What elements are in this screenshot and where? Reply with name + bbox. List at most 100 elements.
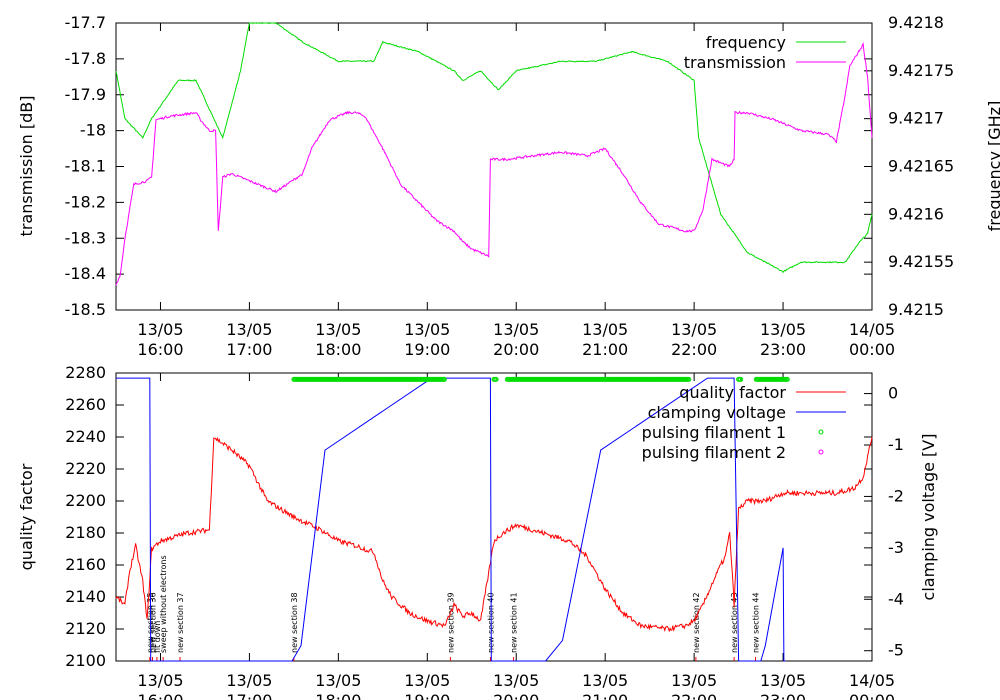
bottom-y2-ticks: 0 -1 -2 -3 -4 -5 (864, 384, 904, 660)
annotation-label: new section 43 (730, 592, 739, 653)
y-tick-label: 2220 (65, 459, 106, 478)
y2-tick-label: 9.42155 (888, 252, 954, 271)
top-chart: -17.7 -17.8 -17.9 -18 -18.1 -18.2 -18.3 -18.4 -1… (17, 13, 1000, 359)
y-tick-label: 2140 (65, 587, 106, 606)
annotation-label: new section 38 (290, 592, 299, 653)
filament-marker (686, 376, 692, 382)
x-tick-time-label: 21:00 (582, 691, 628, 700)
top-y-axis-label: transmission [dB] (17, 96, 36, 237)
x-tick-date-label: 13/05 (582, 320, 628, 339)
annotation-label: new section 44 (751, 592, 760, 653)
x-tick-date-label: 13/05 (315, 671, 361, 690)
y-tick-label: 2120 (65, 619, 106, 638)
bottom-y-axis-label: quality factor (17, 463, 36, 570)
y-tick-label: -18.3 (65, 228, 106, 247)
x-tick-date-label: 13/05 (404, 320, 450, 339)
x-tick-date-label: 14/05 (849, 671, 895, 690)
x-tick-date-label: 13/05 (760, 320, 806, 339)
x-tick-time-label: 17:00 (226, 691, 272, 700)
top-y2-axis-label: frequency [GHz] (985, 101, 1000, 232)
y2-tick-label: 9.4217 (888, 109, 944, 128)
x-tick-date-label: 13/05 (404, 671, 450, 690)
quality-factor-series (115, 436, 873, 633)
y-tick-label: -18.4 (65, 264, 106, 283)
x-tick-date-label: 13/05 (493, 320, 539, 339)
y-tick-label: 2160 (65, 555, 106, 574)
x-tick-time-label: 18:00 (315, 340, 361, 359)
y-tick-label: -18.2 (65, 192, 106, 211)
y2-tick-label: 9.4218 (888, 13, 944, 32)
legend-pulsing-filament-2-label: pulsing filament 2 (642, 443, 786, 462)
bottom-x-ticks: 13/0516:0013/0517:0013/0518:0013/0519:00… (137, 373, 895, 700)
x-tick-time-label: 20:00 (493, 691, 539, 700)
x-tick-time-label: 16:00 (137, 691, 183, 700)
bottom-series-group (115, 376, 873, 662)
y-tick-label: 2280 (65, 363, 106, 382)
top-y2-ticks: 9.4218 9.42175 9.4217 9.42165 9.4216 9.42155 9… (864, 13, 954, 319)
y-tick-label: 2260 (65, 395, 106, 414)
y-tick-label: 2100 (65, 651, 106, 670)
x-tick-time-label: 23:00 (760, 691, 806, 700)
filament-marker (738, 376, 744, 382)
y-tick-label: -18 (80, 121, 106, 140)
x-tick-date-label: 13/05 (671, 671, 717, 690)
y-tick-label: -17.7 (65, 13, 106, 32)
x-tick-date-label: 13/05 (137, 320, 183, 339)
bottom-chart: 2280 2260 2240 2220 2200 2180 2160 2140 2120 2100… (17, 363, 938, 700)
y-tick-label: 2180 (65, 523, 106, 542)
x-tick-time-label: 18:00 (315, 691, 361, 700)
legend-frequency-label: frequency (706, 33, 786, 52)
x-tick-date-label: 13/05 (671, 320, 717, 339)
y2-tick-label: 9.4215 (888, 300, 944, 319)
x-tick-time-label: 22:00 (671, 691, 717, 700)
x-tick-time-label: 20:00 (493, 340, 539, 359)
x-tick-date-label: 13/05 (315, 320, 361, 339)
y2-tick-label: -3 (888, 538, 904, 557)
x-tick-time-label: 19:00 (404, 340, 450, 359)
transmission-series (115, 41, 873, 286)
y2-tick-label: -1 (888, 435, 904, 454)
x-tick-date-label: 13/05 (582, 671, 628, 690)
annotation-label: new section 41 (510, 592, 519, 653)
top-legend: frequency transmission (684, 33, 846, 72)
x-tick-date-label: 13/05 (226, 320, 272, 339)
annotation-label: new section 36 (148, 592, 157, 653)
x-tick-time-label: 17:00 (226, 340, 272, 359)
x-tick-time-label: 00:00 (849, 691, 895, 700)
bottom-legend: quality factor clamping voltage pulsing … (642, 383, 846, 462)
frequency-series (115, 22, 873, 274)
pulsing-filament-1-series (291, 376, 790, 382)
legend-pulsing-filament-1-label: pulsing filament 1 (642, 423, 786, 442)
y-tick-label: 2200 (65, 491, 106, 510)
top-y-ticks: -17.7 -17.8 -17.9 -18 -18.1 -18.2 -18.3 -18.4 -1… (65, 13, 872, 319)
x-tick-time-label: 22:00 (671, 340, 717, 359)
y-tick-label: -17.9 (65, 85, 106, 104)
x-tick-date-label: 13/05 (137, 671, 183, 690)
y2-tick-label: -5 (888, 641, 904, 660)
y-tick-label: -18.1 (65, 157, 106, 176)
clamping-voltage-series (116, 377, 786, 662)
x-tick-date-label: 13/05 (760, 671, 806, 690)
y2-tick-label: 9.42165 (888, 157, 954, 176)
y-tick-label: -18.5 (65, 300, 106, 319)
legend-pulsing-filament-2-marker (818, 449, 824, 455)
x-tick-time-label: 21:00 (582, 340, 628, 359)
x-tick-time-label: 00:00 (849, 340, 895, 359)
y2-tick-label: 9.4216 (888, 204, 944, 223)
x-tick-time-label: 19:00 (404, 691, 450, 700)
y-tick-label: 2240 (65, 427, 106, 446)
x-tick-time-label: 16:00 (137, 340, 183, 359)
x-tick-time-label: 23:00 (760, 340, 806, 359)
top-series-group (115, 22, 873, 286)
bottom-y2-axis-label: clamping voltage [V] (919, 434, 938, 601)
x-tick-date-label: 13/05 (226, 671, 272, 690)
annotation-label: new section 37 (176, 592, 185, 653)
y2-tick-label: -2 (888, 486, 904, 505)
legend-clamping-voltage-label: clamping voltage (648, 403, 786, 422)
y2-tick-label: -4 (888, 589, 904, 608)
filament-marker (441, 376, 447, 382)
x-tick-date-label: 14/05 (849, 320, 895, 339)
top-x-ticks: 13/0516:0013/0517:0013/0518:0013/0519:00… (137, 23, 895, 359)
annotation-label: sweep without electrons (159, 555, 168, 653)
